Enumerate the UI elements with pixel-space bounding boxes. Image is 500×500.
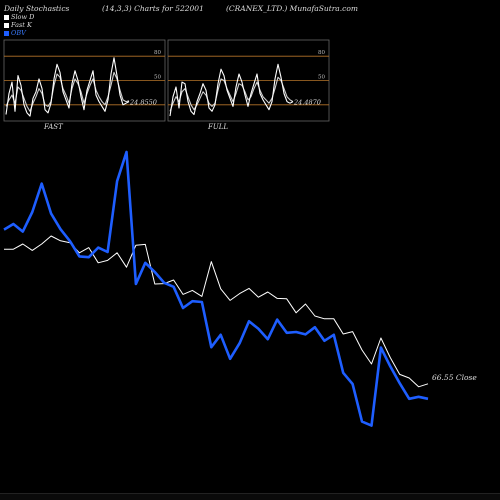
legend-slow-label: Slow D (11, 13, 35, 21)
close-price-line (4, 235, 429, 388)
fast-tick-label-80: 80 (154, 50, 161, 56)
fast-panel-label: FAST (44, 123, 63, 131)
legend-slow: Slow D (4, 13, 34, 21)
close-end-label: 66.55 Close (432, 373, 477, 382)
legend-fast-label: Fast K (11, 21, 32, 29)
header-mid: (14,3,3) Charts for 522001 (102, 4, 204, 13)
legend-fast: Fast K (4, 21, 34, 29)
obv-line (3, 150, 429, 427)
legend: Slow D Fast K OBV (4, 13, 34, 37)
legend-fast-swatch (4, 22, 9, 28)
header-left: Daily Stochastics (4, 4, 70, 13)
full-tick-label-50: 50 (318, 75, 325, 81)
bottom-scrollbar (0, 493, 500, 500)
legend-slow-swatch (4, 14, 9, 20)
legend-obv: OBV (4, 29, 34, 37)
fast-last-value: 24.8550 (129, 99, 157, 107)
header-right: (CRANEX_LTD.) MunafaSutra.com (226, 4, 358, 13)
full-last-value: 24.4870 (293, 99, 321, 107)
full-tick-label-80: 80 (318, 50, 325, 56)
full-panel-label: FULL (208, 123, 229, 131)
legend-obv-label: OBV (11, 29, 26, 37)
fast-tick-label-50: 50 (154, 75, 161, 81)
legend-obv-swatch (4, 30, 9, 36)
full-fast-k-line (169, 63, 294, 117)
fast-fast-k-line (5, 57, 130, 117)
